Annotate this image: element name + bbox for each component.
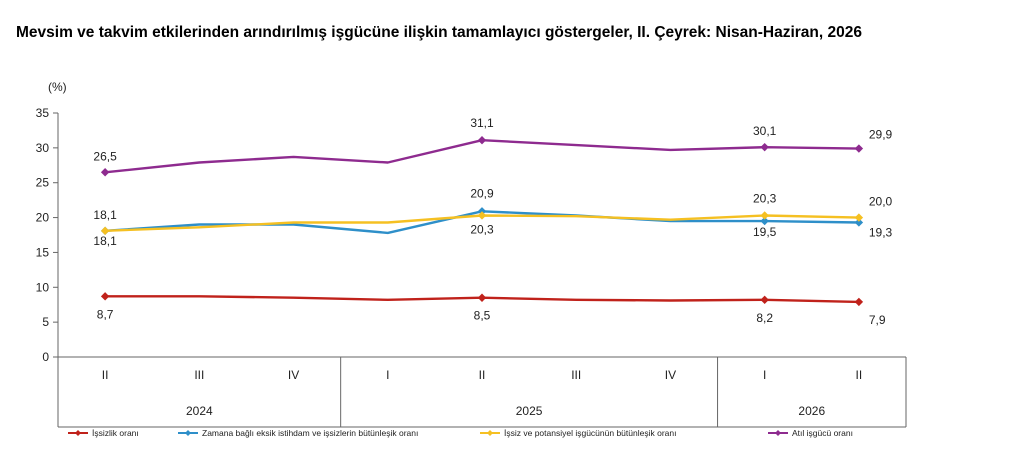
data-point	[477, 293, 487, 302]
data-label: 29,9	[869, 128, 893, 142]
y-tick-label: 5	[42, 315, 49, 329]
data-label: 20,9	[470, 186, 494, 200]
y-axis-unit-label: (%)	[48, 80, 67, 94]
y-tick-label: 15	[36, 245, 50, 259]
x-tick-label: III	[571, 368, 581, 382]
data-label: 8,5	[474, 309, 491, 323]
year-label: 2025	[516, 404, 543, 418]
legend-label: Atıl işgücü oranı	[792, 428, 853, 438]
data-point	[760, 216, 769, 226]
y-tick-label: 10	[36, 280, 50, 294]
x-tick-label: II	[856, 368, 863, 382]
chart-title: Mevsim ve takvim etkilerinden arındırılm…	[16, 24, 862, 41]
data-label: 18,1	[93, 208, 117, 222]
data-point	[760, 295, 769, 305]
year-label: 2024	[186, 404, 213, 418]
data-point	[854, 213, 864, 222]
data-label: 19,3	[869, 225, 893, 239]
y-tick-label: 20	[36, 211, 50, 225]
data-label: 7,9	[869, 313, 886, 327]
legend-label: Zamana bağlı eksik istihdam ve işsizleri…	[202, 428, 418, 438]
data-point	[100, 168, 110, 177]
data-point	[477, 211, 487, 220]
y-tick-label: 0	[42, 350, 49, 364]
data-point	[854, 297, 864, 307]
legend-swatch-marker	[487, 430, 493, 436]
y-tick-label: 30	[36, 141, 50, 155]
series-line	[104, 139, 859, 174]
legend-label: İşsiz ve potansiyel işgücünün bütünleşik…	[504, 428, 676, 438]
x-tick-label: IV	[288, 368, 299, 382]
data-label: 20,3	[470, 222, 494, 236]
x-tick-label: IV	[665, 368, 676, 382]
data-label: 20,0	[869, 195, 893, 209]
data-point	[100, 292, 110, 301]
legend-label: İşsizlik oranı	[92, 428, 139, 438]
data-label: 31,1	[470, 116, 494, 130]
data-label: 8,7	[97, 307, 114, 321]
data-point	[477, 135, 487, 145]
data-point	[854, 144, 864, 153]
y-tick-label: 35	[36, 106, 50, 120]
legend-swatch-marker	[775, 430, 781, 436]
legend-swatch-marker	[75, 430, 81, 436]
data-point	[854, 218, 864, 227]
data-label: 30,1	[753, 124, 777, 138]
x-tick-label: I	[386, 368, 389, 382]
x-tick-label: II	[479, 368, 486, 382]
x-tick-label: II	[102, 368, 109, 382]
data-label: 26,5	[93, 149, 117, 163]
data-label: 19,5	[753, 225, 777, 239]
data-point	[100, 226, 110, 236]
data-label: 20,3	[753, 191, 777, 205]
x-tick-label: III	[194, 368, 204, 382]
legend-swatch-marker	[185, 430, 191, 436]
year-label: 2026	[798, 404, 825, 418]
x-tick-label: I	[763, 368, 766, 382]
data-label: 8,2	[756, 311, 773, 325]
data-point	[760, 211, 769, 220]
data-label: 18,1	[93, 234, 117, 248]
y-tick-label: 25	[36, 176, 50, 190]
data-point	[760, 142, 769, 152]
